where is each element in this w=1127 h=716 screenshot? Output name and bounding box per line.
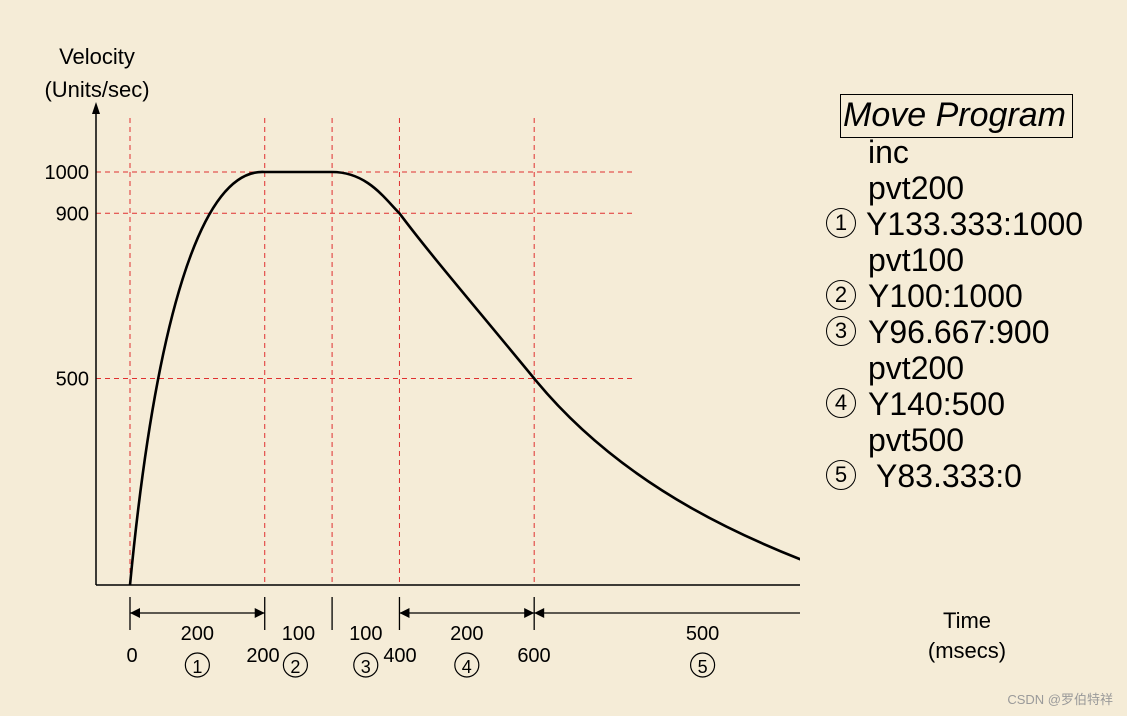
axes (92, 102, 800, 586)
segment-step-circle (184, 652, 210, 678)
velocity-curve-layer (128, 170, 800, 586)
move-program-title: Move Program (840, 94, 1073, 138)
segment-step-number: 4 (462, 657, 472, 677)
segment-duration-label: 200 (181, 623, 214, 645)
segment-step-number: 5 (698, 657, 708, 677)
program-line: inc (868, 134, 909, 170)
y-axis-arrowhead (92, 102, 100, 114)
segment-step-circle (282, 652, 309, 678)
x-tick-label: 200 (246, 645, 279, 667)
dimension-arrowhead (254, 608, 265, 618)
program-step-marker: 3 (826, 316, 856, 346)
dimension-arrowhead (399, 608, 410, 618)
y-axis-label-line1: Velocity (59, 44, 135, 69)
x-tick-label: 0 (126, 645, 137, 667)
program-line: Y83.333:0 (876, 458, 1022, 494)
y-tick-label: 500 (56, 369, 89, 391)
program-line: Y100:1000 (868, 278, 1023, 314)
dimension-arrowhead (524, 608, 535, 618)
y-tick-label: 900 (56, 203, 89, 225)
dimension-arrowhead (130, 608, 140, 618)
program-line: Y96.667:900 (868, 314, 1050, 350)
segment-step-number: 2 (290, 657, 300, 677)
program-line: Y133.333:1000 (866, 206, 1084, 242)
x-tick-label: 600 (517, 645, 550, 667)
program-line: Y140:500 (868, 386, 1006, 422)
segment-step-circle (454, 652, 480, 678)
duration-dimensions: 200 1 100 2 100 3 200 4 500 5 (129, 597, 800, 678)
segment-duration-label: 100 (282, 623, 315, 645)
program-line: pvt200 (868, 350, 965, 386)
program-line: pvt500 (868, 422, 965, 458)
x-axis-label: Time (msecs) (912, 606, 1022, 666)
segment-step-circle (689, 652, 716, 678)
x-axis-label-line2: (msecs) (927, 638, 1007, 663)
x-tick-label: 400 (383, 645, 416, 667)
segment-duration-label: 500 (686, 623, 719, 645)
y-axis-label-line2: (Units/sec) (44, 77, 149, 102)
velocity-profile-chart: 200 1 100 2 100 3 200 4 500 5 0 200 400 600 1 100 1000 9… (44, 44, 800, 678)
y-tick-label: 1000 (45, 162, 90, 184)
segment-step-circle (353, 652, 379, 678)
program-step-marker: 2 (826, 280, 856, 310)
program-step-marker: 5 (826, 460, 856, 490)
tick-labels: 020040060011001000900500 (45, 162, 551, 667)
velocity-curve (128, 170, 800, 586)
program-line: pvt100 (868, 242, 965, 278)
segment-duration-label: 100 (349, 623, 382, 645)
watermark: CSDN @罗伯特祥 (1007, 692, 1113, 707)
program-step-marker: 1 (826, 208, 856, 238)
x-axis-label-line1: Time (942, 608, 992, 633)
guide-lines (96, 118, 636, 585)
segment-step-number: 1 (192, 657, 202, 677)
segment-duration-label: 200 (450, 623, 483, 645)
dimension-arrowhead (534, 608, 545, 618)
segment-step-number: 3 (361, 657, 371, 677)
program-line: pvt200 (868, 170, 965, 206)
program-step-marker: 4 (826, 388, 856, 418)
